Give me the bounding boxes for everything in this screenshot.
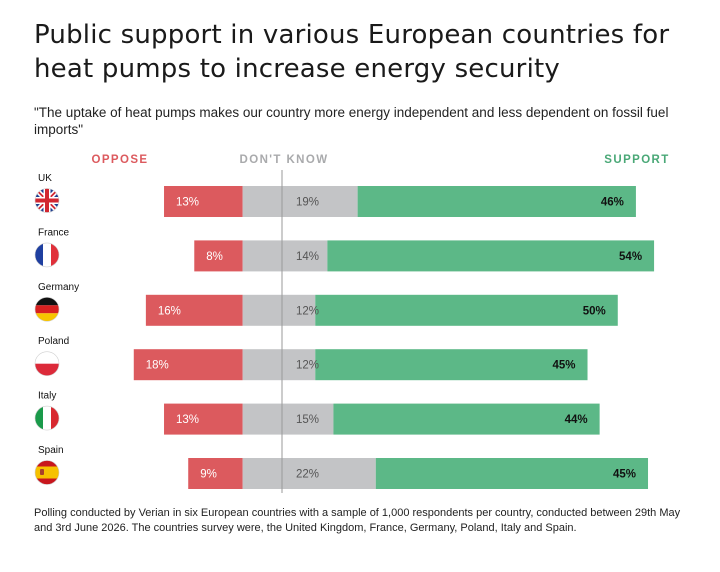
- label-oppose-italy: 13%: [176, 414, 199, 426]
- bar-oppose-uk: [164, 186, 243, 217]
- bar-oppose-spain: [188, 458, 243, 489]
- country-label-uk: UK: [38, 173, 52, 184]
- country-label-spain: Spain: [38, 445, 64, 456]
- spain-flag-icon: [34, 460, 60, 485]
- chart-title: Public support in various European count…: [34, 20, 670, 84]
- legend-header-1: DON'T KNOW: [240, 154, 329, 166]
- poland-flag-icon: [34, 351, 60, 377]
- bar-support-uk: [357, 186, 636, 217]
- italy-flag-icon: [34, 405, 60, 431]
- label-oppose-spain: 9%: [200, 469, 217, 481]
- label-support-germany: 50%: [583, 305, 606, 317]
- uk-flag-icon: [34, 188, 60, 213]
- footnote: Polling conducted by Verian in six Europ…: [34, 507, 681, 534]
- label-oppose-germany: 16%: [158, 305, 181, 317]
- legend-header-0: OPPOSE: [92, 154, 149, 166]
- label-oppose-france: 8%: [206, 251, 223, 263]
- bar-support-france: [327, 240, 655, 272]
- bar-dont-know-uk: [242, 186, 358, 217]
- diverging-bar-chart: OPPOSE DON'T KNOW SUPPORT 13% 19% 46% UK 8% 14%…: [34, 154, 669, 493]
- bar-dont-know-italy: [242, 403, 334, 435]
- country-label-france: France: [38, 227, 70, 238]
- chart-subtitle: "The uptake of heat pumps makes our coun…: [34, 105, 669, 137]
- bar-dont-know-poland: [242, 349, 316, 381]
- label-support-france: 54%: [619, 251, 642, 263]
- label-dont-know-poland: 12%: [296, 360, 319, 372]
- country-label-poland: Poland: [38, 336, 69, 347]
- label-support-italy: 44%: [565, 414, 588, 426]
- germany-flag-icon: [34, 296, 60, 322]
- label-dont-know-uk: 19%: [296, 197, 319, 209]
- label-dont-know-spain: 22%: [296, 469, 319, 481]
- label-dont-know-germany: 12%: [296, 305, 319, 317]
- bar-support-italy: [333, 403, 600, 435]
- country-label-italy: Italy: [38, 391, 56, 402]
- label-support-spain: 45%: [613, 469, 636, 481]
- bar-support-germany: [315, 294, 618, 326]
- bar-oppose-germany: [145, 294, 243, 326]
- label-support-uk: 46%: [601, 197, 624, 209]
- bar-oppose-poland: [133, 349, 243, 381]
- bar-support-spain: [375, 458, 649, 489]
- bar-dont-know-germany: [242, 294, 316, 326]
- bar-dont-know-spain: [242, 458, 376, 489]
- country-label-germany: Germany: [38, 282, 79, 293]
- bar-support-poland: [315, 349, 588, 381]
- bar-oppose-italy: [164, 403, 243, 435]
- label-oppose-poland: 18%: [146, 360, 169, 372]
- label-oppose-uk: 13%: [176, 197, 199, 209]
- bar-dont-know-france: [242, 240, 328, 272]
- label-dont-know-france: 14%: [296, 251, 319, 263]
- france-flag-icon: [34, 242, 60, 268]
- legend-header-2: SUPPORT: [604, 154, 669, 166]
- bar-oppose-france: [194, 240, 243, 272]
- label-support-poland: 45%: [552, 360, 575, 372]
- label-dont-know-italy: 15%: [296, 414, 319, 426]
